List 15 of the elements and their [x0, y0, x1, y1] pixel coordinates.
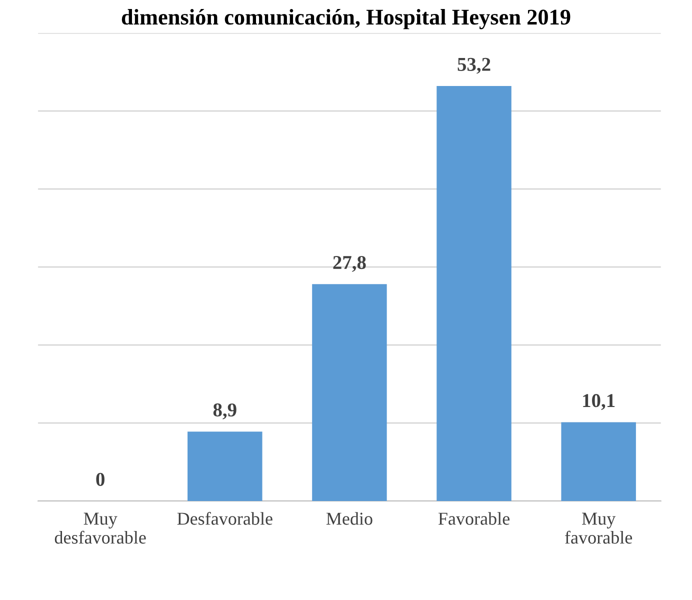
bar [188, 432, 262, 501]
x-tick-label: Muy desfavorable [54, 512, 146, 544]
bar [312, 284, 387, 501]
data-label: 0 [96, 472, 104, 486]
bar [561, 422, 636, 501]
data-label: 27,8 [333, 256, 366, 272]
x-tick-label: Desfavorable [177, 512, 272, 525]
bar [436, 86, 512, 501]
chart-title: dimensión comunicación, Hospital Heysen 2019 [122, 9, 570, 30]
data-label: 8,9 [213, 403, 236, 420]
data-label: 10,1 [583, 394, 615, 410]
x-tick-label: Medio [326, 512, 372, 525]
x-tick-label: Muy favorable [565, 512, 632, 544]
x-tick-label: Favorable [438, 512, 510, 525]
data-label: 53,2 [458, 58, 490, 74]
